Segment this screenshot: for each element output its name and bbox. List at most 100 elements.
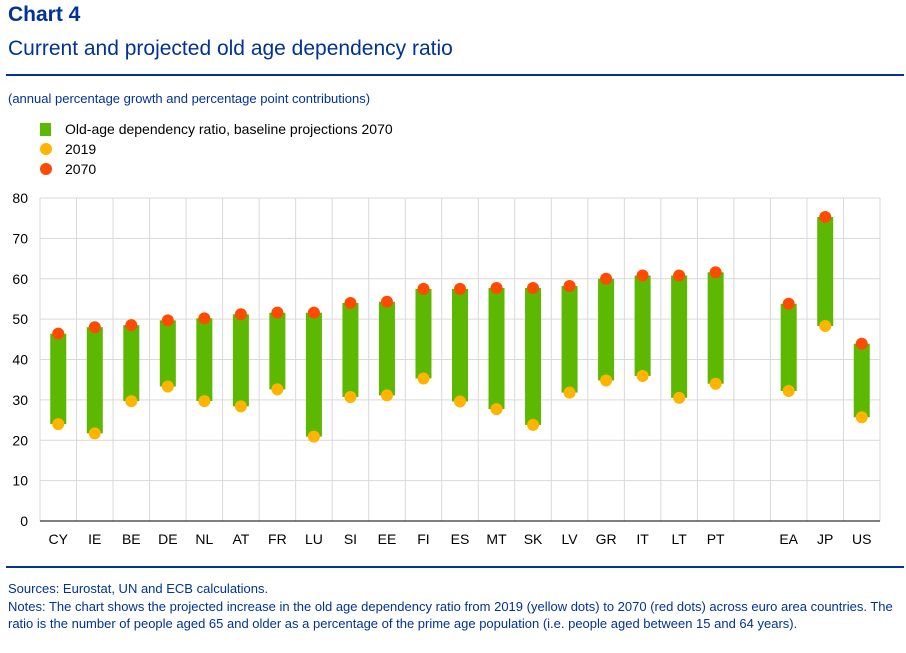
dot-2070 [673, 269, 686, 282]
legend-dot-2070 [40, 163, 52, 175]
dot-2019 [125, 395, 138, 408]
x-tick-label: MT [486, 531, 507, 547]
dot-2070 [454, 282, 466, 295]
range-bar [780, 303, 797, 391]
sources-text: Sources: Eurostat, UN and ECB calculatio… [8, 581, 269, 596]
chart-number: Chart 4 [8, 3, 81, 26]
dot-2019 [380, 389, 393, 402]
x-tick-label: FR [268, 531, 287, 547]
notes-text: Notes: The chart shows the projected inc… [8, 598, 893, 632]
x-tick-label: SI [344, 531, 357, 547]
dot-2019 [344, 391, 357, 404]
range-bar [707, 272, 724, 384]
range-bar [598, 278, 615, 381]
legend-dot-2019 [40, 143, 52, 155]
dot-2070 [855, 337, 868, 350]
dot-2019 [527, 418, 540, 431]
dot-2019 [490, 403, 503, 416]
x-tick-label: ES [451, 531, 470, 547]
dot-2070 [782, 297, 795, 310]
range-bar [232, 314, 249, 407]
dot-2070 [380, 295, 393, 308]
x-tick-label: AT [232, 531, 249, 547]
dot-2019 [673, 391, 686, 404]
chart-title: Current and projected old age dependency… [8, 37, 453, 60]
dot-2070 [490, 282, 503, 295]
y-tick-label: 10 [12, 473, 28, 489]
dot-2019 [307, 430, 320, 443]
dot-2019 [417, 372, 430, 385]
dot-2019 [161, 380, 174, 393]
y-tick-label: 50 [12, 311, 28, 327]
y-tick-label: 30 [12, 392, 28, 408]
dot-2070 [198, 312, 211, 325]
x-tick-label: EE [378, 531, 397, 547]
x-tick-label: LU [305, 531, 323, 547]
dot-2019 [52, 418, 65, 431]
legend-item-range: Old-age dependency ratio, baseline proje… [40, 119, 393, 139]
dot-2070 [125, 319, 138, 332]
x-tick-label: PT [707, 531, 725, 547]
y-tick-label: 40 [12, 352, 28, 368]
x-tick-label: FI [417, 531, 429, 547]
dot-2019 [88, 427, 101, 440]
dot-2019 [271, 383, 284, 396]
x-tick-label: BE [122, 531, 141, 547]
x-tick-label: DE [158, 531, 177, 547]
x-tick-label: JP [817, 531, 833, 547]
dot-2019 [234, 400, 247, 413]
range-bar [159, 320, 176, 387]
range-bar [86, 327, 103, 434]
x-tick-label: LV [562, 531, 579, 547]
chart-subtitle: (annual percentage growth and percentage… [8, 91, 371, 106]
footnotes: Sources: Eurostat, UN and ECB calculatio… [8, 580, 900, 633]
range-bar [196, 318, 213, 402]
x-tick-label: IE [88, 531, 101, 547]
dot-2019 [855, 411, 868, 424]
range-bar [123, 325, 140, 402]
dot-2070 [819, 210, 832, 223]
dot-2070 [563, 280, 576, 293]
range-bar [342, 302, 359, 398]
range-bar [853, 343, 870, 418]
x-tick-label: CY [49, 531, 69, 547]
range-bar [671, 275, 688, 398]
dot-2070 [52, 327, 65, 340]
y-tick-label: 70 [12, 230, 28, 246]
x-tick-label: LT [671, 531, 687, 547]
y-tick-label: 80 [12, 190, 28, 206]
legend-bar-swatch [40, 122, 51, 136]
footer-divider [6, 566, 904, 568]
range-bar [415, 288, 432, 379]
dot-2070 [344, 296, 357, 309]
range-bar [525, 288, 542, 425]
range-bar [634, 275, 651, 377]
range-bar [378, 301, 395, 396]
y-tick-label: 20 [12, 432, 28, 448]
dot-2019 [198, 395, 211, 408]
y-tick-label: 60 [12, 271, 28, 287]
header-divider [6, 74, 904, 76]
dot-2070 [709, 266, 722, 279]
range-bar [305, 312, 322, 437]
dot-2019 [600, 374, 613, 387]
range-bar [269, 312, 286, 390]
y-tick-label: 0 [20, 513, 28, 529]
legend-item-2019: 2019 [40, 139, 393, 159]
dot-2070 [234, 308, 247, 321]
legend-label-range: Old-age dependency ratio, baseline proje… [65, 121, 393, 137]
range-bar [50, 333, 67, 425]
chart-plot: 0 10 20 30 40 50 60 70 80 CY IE BE DE NL AT FR LU SI EE FI E… [12, 190, 881, 547]
legend-item-2070: 2070 [40, 159, 393, 179]
dot-2019 [636, 370, 649, 383]
range-bar [488, 288, 505, 410]
range-bar [817, 216, 834, 326]
dot-2070 [161, 314, 174, 327]
x-tick-label: NL [195, 531, 213, 547]
legend: Old-age dependency ratio, baseline proje… [40, 119, 393, 179]
dot-2070 [636, 269, 649, 282]
dot-2070 [307, 306, 320, 319]
dot-2019 [563, 386, 576, 399]
dot-2019 [709, 377, 722, 390]
dot-2019 [819, 319, 832, 332]
